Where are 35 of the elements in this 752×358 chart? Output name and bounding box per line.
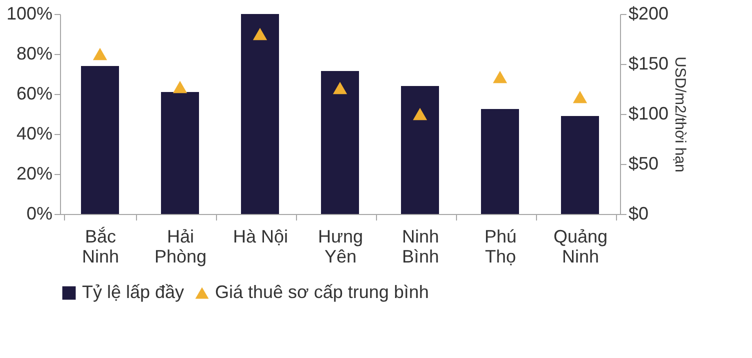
x-tick-label: Quảng Ninh — [553, 226, 608, 266]
bar — [401, 86, 439, 214]
legend-label: Giá thuê sơ cấp trung bình — [215, 282, 429, 302]
y-tick-label: 80% — [16, 44, 52, 64]
point — [92, 48, 108, 60]
point — [572, 90, 588, 104]
bar — [161, 92, 199, 214]
x-tick-label: Ninh Bình — [402, 226, 440, 266]
x-tick-label: Hà Nội — [232, 226, 288, 246]
y-tick-label: 40% — [16, 124, 52, 144]
point — [172, 80, 188, 94]
y-tick-label: 100% — [6, 4, 52, 24]
y-tick-label: 0% — [26, 204, 52, 224]
point — [332, 82, 348, 94]
y2-axis-title: USD/m2/thời hạn — [672, 56, 689, 172]
y2-tick-label: $0 — [628, 204, 649, 224]
bar — [81, 66, 119, 214]
point — [252, 28, 268, 40]
y-tick-label: 20% — [16, 164, 52, 184]
x-tick-label: Hải Phòng — [154, 226, 207, 266]
y2-tick-label: $50 — [628, 154, 659, 174]
bar — [481, 109, 519, 214]
point — [492, 70, 508, 84]
bar — [321, 71, 359, 214]
bar — [241, 14, 279, 214]
y2-tick-label: $100 — [628, 104, 669, 124]
point — [412, 108, 428, 120]
x-tick-label: Bắc Ninh — [82, 226, 120, 266]
bar — [561, 116, 599, 214]
legend-label: Tỷ lệ lấp đầy — [82, 282, 184, 302]
x-tick-label: Phú Thọ — [484, 226, 517, 266]
y2-tick-label: $150 — [628, 54, 669, 74]
x-tick-label: Hưng Yên — [318, 226, 364, 266]
y-tick-label: 60% — [16, 84, 52, 104]
y2-tick-label: $200 — [628, 4, 669, 24]
